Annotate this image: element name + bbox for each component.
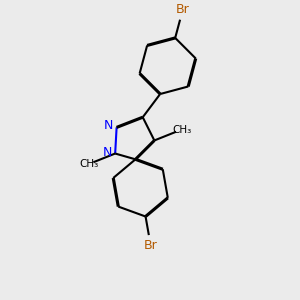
Text: N: N bbox=[104, 119, 113, 132]
Text: N: N bbox=[102, 146, 112, 159]
Text: Br: Br bbox=[176, 3, 190, 16]
Text: CH₃: CH₃ bbox=[172, 125, 192, 135]
Text: Br: Br bbox=[144, 238, 158, 252]
Text: CH₃: CH₃ bbox=[80, 159, 99, 169]
